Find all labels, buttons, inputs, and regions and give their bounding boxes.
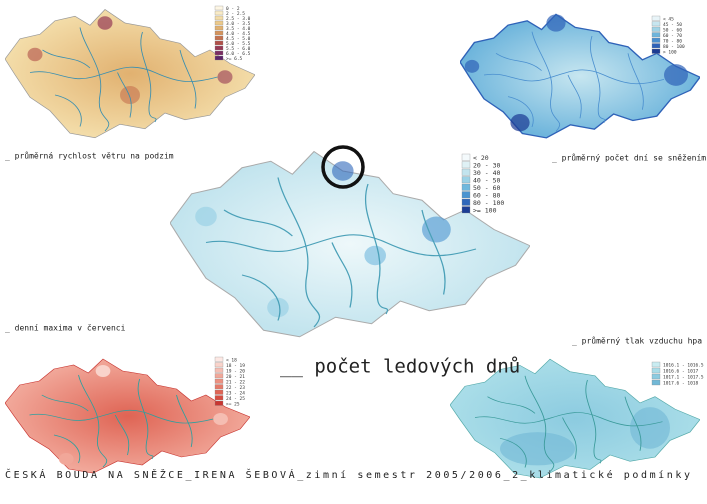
- legend-swatch: [461, 183, 471, 191]
- map-pressure: [450, 357, 700, 480]
- legend-swatch: [214, 55, 224, 61]
- legend-label: < 20: [473, 154, 489, 162]
- legend-swatch: [214, 367, 224, 373]
- legend-label: 80 - 100: [473, 199, 504, 207]
- legend-label: < 45: [663, 16, 674, 22]
- legend-swatch: [214, 30, 224, 36]
- legend-swatch: [214, 362, 224, 368]
- legend-label: 21 - 22: [226, 379, 245, 385]
- legend-swatch: [651, 26, 661, 32]
- legend-swatch: [214, 10, 224, 16]
- map-ice-days: [170, 149, 530, 339]
- legend-swatch: [214, 400, 224, 406]
- map-snow: [460, 13, 700, 140]
- legend-swatch: [461, 168, 471, 176]
- caption: _ průměrná rychlost větru na podzim: [5, 151, 174, 161]
- legend-swatch: [214, 384, 224, 390]
- legend-swatch: [461, 191, 471, 199]
- legend-label: 45 - 50: [663, 22, 682, 28]
- caption: _ průměrný tlak vzduchu hpa: [572, 336, 702, 346]
- legend-swatch: [461, 206, 471, 214]
- legend-swatch: [461, 176, 471, 184]
- legend-label: 22 - 23: [226, 385, 245, 391]
- legend-swatch: [651, 21, 661, 27]
- legend-swatch: [651, 37, 661, 43]
- legend-label: 60 - 70: [663, 33, 682, 39]
- legend-label: >= 6.5: [226, 56, 243, 62]
- legend-label: 3.0 - 3.5: [226, 21, 251, 27]
- legend-swatch: [214, 20, 224, 26]
- legend-label: >= 25: [226, 401, 240, 407]
- legend-label: 80 - 100: [663, 44, 685, 50]
- legend-label: 50 - 60: [473, 184, 500, 192]
- legend-swatch: [214, 15, 224, 21]
- legend-swatch: [651, 48, 661, 54]
- legend-label: 1017.1 - 1017.5: [663, 375, 704, 381]
- legend-label: 0 - 2: [226, 6, 240, 12]
- legend-swatch: [651, 43, 661, 49]
- legend-label: 1017.6 - 1018: [663, 381, 699, 387]
- legend-swatch: [461, 198, 471, 206]
- legend-swatch: [651, 32, 661, 38]
- main-title: __ počet ledových dnů: [280, 356, 520, 378]
- legend-swatch: [461, 161, 471, 169]
- legend-label: 20 - 30: [473, 161, 500, 169]
- legend-label: 18 - 19: [226, 363, 245, 369]
- legend-label: 5.0 - 5.5: [226, 41, 251, 47]
- legend-label: 6.0 - 6.5: [226, 51, 251, 57]
- legend-label: 2.5 - 3.0: [226, 16, 251, 22]
- legend-label: 3.5 - 4.0: [226, 26, 251, 32]
- legend-label: 60 - 80: [473, 191, 500, 199]
- caption: _ denní maxima v červenci: [5, 323, 126, 333]
- footer: ČESKÁ BOUDA NA SNĚŽCE_IRENA ŠEBOVÁ_zimní…: [5, 468, 690, 481]
- legend-swatch: [214, 45, 224, 51]
- legend-label: 1016.1 - 1016.5: [663, 363, 704, 369]
- legend-label: 40 - 50: [473, 176, 500, 184]
- legend-label: > 100: [663, 49, 677, 55]
- legend-label: 4.0 - 4.5: [226, 31, 251, 37]
- legend-swatch: [214, 50, 224, 56]
- legend-swatch: [214, 35, 224, 41]
- map-max-temp: [5, 357, 250, 475]
- legend-swatch: [214, 356, 224, 362]
- legend-label: 20 - 21: [226, 374, 245, 380]
- legend-swatch: [214, 389, 224, 395]
- legend-label: 70 - 80: [663, 38, 682, 44]
- legend-swatch: [214, 395, 224, 401]
- legend-label: 50 - 60: [663, 27, 682, 33]
- legend-swatch: [651, 15, 661, 21]
- legend-swatch: [651, 379, 661, 386]
- legend-swatch: [651, 367, 661, 374]
- legend-swatch: [214, 373, 224, 379]
- legend-label: 2 - 2.5: [226, 11, 245, 17]
- caption: _ průměrný počet dní se sněžením: [552, 153, 706, 163]
- highlight-circle: [321, 145, 365, 189]
- legend-swatch: [214, 40, 224, 46]
- legend-label: 1016.6 - 1017: [663, 369, 699, 375]
- legend-label: 23 - 24: [226, 390, 245, 396]
- legend-swatch: [461, 153, 471, 161]
- legend-label: >= 100: [473, 206, 497, 214]
- legend-label: 19 - 20: [226, 368, 245, 374]
- legend-swatch: [651, 373, 661, 380]
- legend-label: < 18: [226, 357, 237, 363]
- legend-swatch: [214, 25, 224, 31]
- map-wind: [5, 8, 255, 139]
- legend-label: 24 - 25: [226, 396, 245, 402]
- legend-swatch: [651, 361, 661, 368]
- legend-label: 4.5 - 5.0: [226, 36, 251, 42]
- legend-swatch: [214, 378, 224, 384]
- legend-label: 5.5 - 6.0: [226, 46, 251, 52]
- legend-swatch: [214, 5, 224, 11]
- legends: 0 - 22 - 2.52.5 - 3.03.0 - 3.53.5 - 4.04…: [214, 5, 704, 407]
- legend-label: 30 - 40: [473, 169, 500, 177]
